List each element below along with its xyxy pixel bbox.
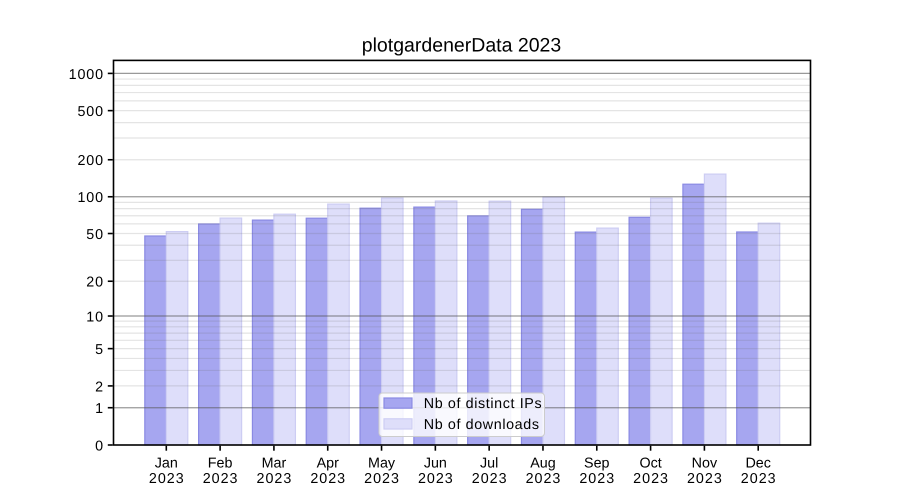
svg-text:2023: 2023 <box>364 471 400 487</box>
svg-text:May: May <box>368 455 396 471</box>
svg-text:Sep: Sep <box>584 455 609 471</box>
svg-text:2023: 2023 <box>418 471 454 487</box>
svg-text:2: 2 <box>95 379 104 395</box>
svg-text:Jan: Jan <box>155 455 178 471</box>
svg-text:5: 5 <box>95 342 104 358</box>
svg-text:50: 50 <box>86 227 104 243</box>
svg-text:2023: 2023 <box>633 471 669 487</box>
svg-text:1: 1 <box>95 401 104 417</box>
svg-text:Oct: Oct <box>639 455 661 471</box>
svg-text:2023: 2023 <box>149 471 185 487</box>
svg-text:Apr: Apr <box>317 455 339 471</box>
svg-text:500: 500 <box>77 104 104 120</box>
svg-text:100: 100 <box>77 190 104 206</box>
svg-text:2023: 2023 <box>310 471 346 487</box>
svg-text:Nb of distinct IPs: Nb of distinct IPs <box>424 396 542 412</box>
svg-text:Nov: Nov <box>692 455 718 471</box>
svg-text:2023: 2023 <box>687 471 723 487</box>
svg-text:200: 200 <box>77 153 104 169</box>
svg-text:2023: 2023 <box>741 471 777 487</box>
svg-text:Dec: Dec <box>745 455 770 471</box>
svg-text:Jul: Jul <box>480 455 498 471</box>
svg-text:10: 10 <box>86 309 104 325</box>
svg-text:Jun: Jun <box>424 455 447 471</box>
svg-text:1000: 1000 <box>69 67 104 83</box>
svg-text:2023: 2023 <box>257 471 293 487</box>
svg-text:Aug: Aug <box>530 455 555 471</box>
svg-text:0: 0 <box>95 438 104 454</box>
svg-text:2023: 2023 <box>526 471 562 487</box>
svg-text:2023: 2023 <box>472 471 508 487</box>
svg-text:plotgardenerData 2023: plotgardenerData 2023 <box>362 35 562 57</box>
svg-text:Nb of downloads: Nb of downloads <box>424 417 540 433</box>
svg-text:20: 20 <box>86 275 104 291</box>
svg-text:Mar: Mar <box>262 455 287 471</box>
svg-text:2023: 2023 <box>579 471 615 487</box>
svg-text:Feb: Feb <box>208 455 233 471</box>
svg-text:2023: 2023 <box>203 471 239 487</box>
